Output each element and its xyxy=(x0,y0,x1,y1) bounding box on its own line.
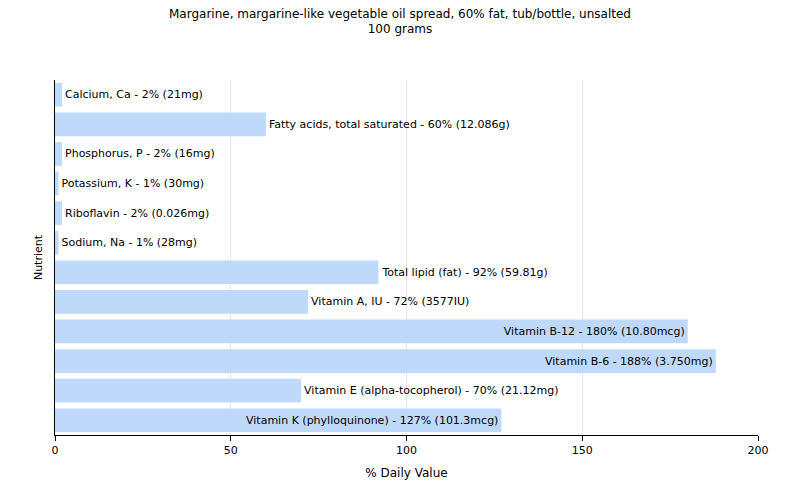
svg-text:Riboflavin - 2% (0.026mg): Riboflavin - 2% (0.026mg) xyxy=(65,207,209,220)
svg-text:Sodium, Na - 1% (28mg): Sodium, Na - 1% (28mg) xyxy=(62,236,198,249)
svg-text:200: 200 xyxy=(748,444,769,457)
svg-text:Fatty acids, total saturated -: Fatty acids, total saturated - 60% (12.0… xyxy=(269,118,510,131)
svg-text:Vitamin B-12 - 180% (10.80mcg): Vitamin B-12 - 180% (10.80mcg) xyxy=(504,325,685,338)
svg-text:Vitamin A, IU - 72% (3577IU): Vitamin A, IU - 72% (3577IU) xyxy=(311,295,469,308)
svg-text:Total lipid (fat) - 92% (59.81: Total lipid (fat) - 92% (59.81g) xyxy=(381,266,547,279)
svg-text:Phosphorus, P - 2% (16mg): Phosphorus, P - 2% (16mg) xyxy=(65,147,215,160)
svg-text:Nutrient: Nutrient xyxy=(32,234,45,280)
svg-text:Vitamin E (alpha-tocopherol) -: Vitamin E (alpha-tocopherol) - 70% (21.1… xyxy=(304,384,558,397)
svg-text:100: 100 xyxy=(396,444,417,457)
svg-text:Vitamin K (phylloquinone) - 12: Vitamin K (phylloquinone) - 127% (101.3m… xyxy=(246,414,498,427)
svg-text:0: 0 xyxy=(52,444,59,457)
svg-text:% Daily Value: % Daily Value xyxy=(365,466,447,480)
svg-text:Margarine, margarine-like vege: Margarine, margarine-like vegetable oil … xyxy=(169,7,631,37)
svg-text:Potassium, K - 1% (30mg): Potassium, K - 1% (30mg) xyxy=(62,177,205,190)
svg-text:50: 50 xyxy=(224,444,238,457)
svg-text:Calcium, Ca - 2% (21mg): Calcium, Ca - 2% (21mg) xyxy=(65,88,203,101)
svg-text:Vitamin B-6 - 188% (3.750mg): Vitamin B-6 - 188% (3.750mg) xyxy=(545,355,713,368)
svg-text:150: 150 xyxy=(572,444,593,457)
